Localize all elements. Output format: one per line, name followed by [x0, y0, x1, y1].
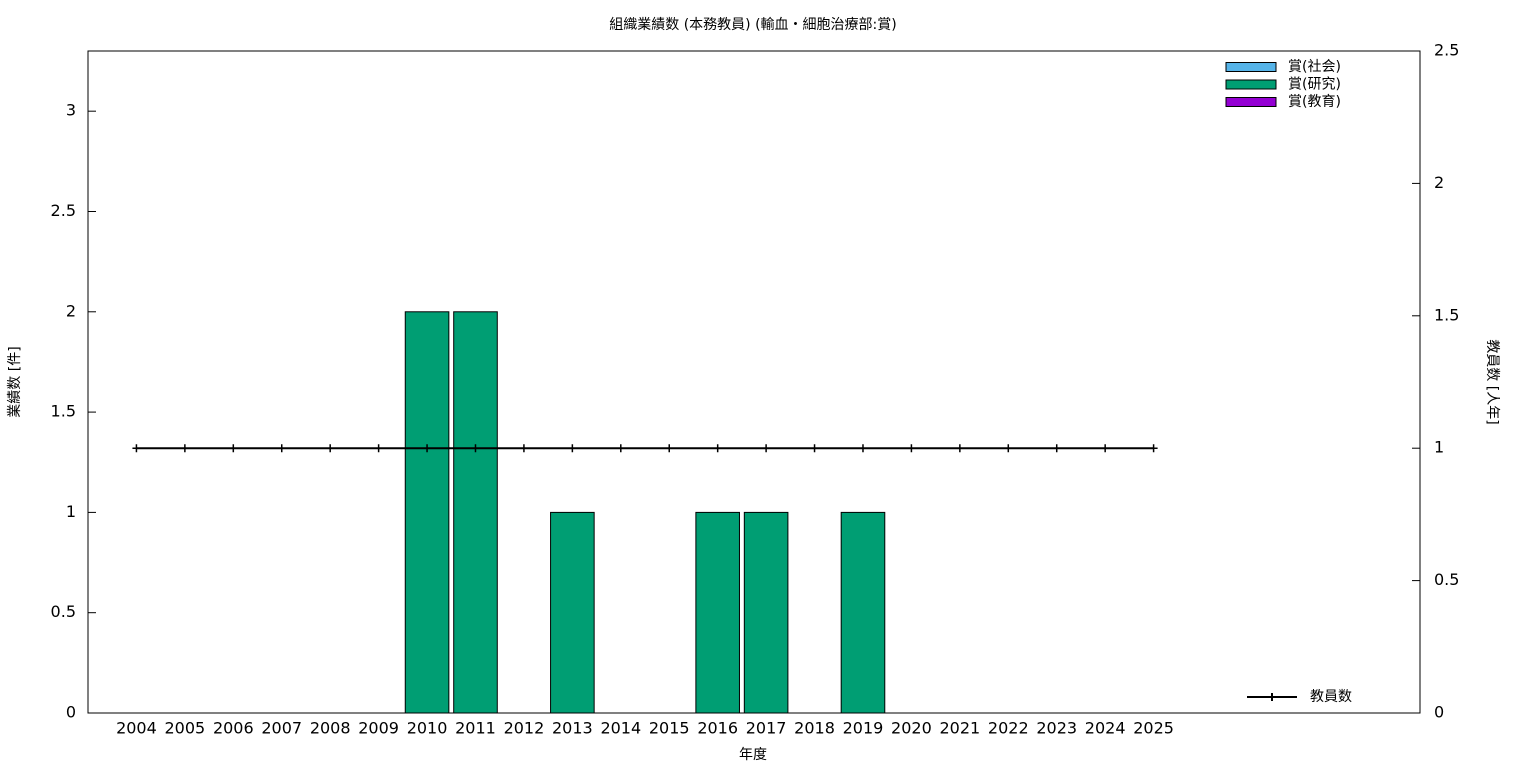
x-tick-label: 2017	[746, 719, 787, 738]
y-tick-label: 0	[66, 703, 76, 722]
y-tick-label: 1	[66, 502, 76, 521]
point-marker	[955, 444, 964, 453]
point-marker	[1052, 444, 1061, 453]
y2-tick-label: 2	[1434, 173, 1444, 192]
point-marker	[858, 444, 867, 453]
point-marker	[1149, 444, 1158, 453]
y2-tick-label: 2.5	[1434, 41, 1459, 60]
point-marker	[277, 444, 286, 453]
point-marker	[229, 444, 238, 453]
point-marker	[374, 444, 383, 453]
bar	[550, 511, 595, 714]
chart-title: 組織業績数 (本務教員) (輸血・細胞治療部:賞)	[609, 16, 896, 33]
point-marker	[1101, 444, 1110, 453]
legend-label: 賞(教育)	[1288, 94, 1341, 110]
x-tick-label: 2015	[649, 719, 690, 738]
x-tick-label: 2005	[165, 719, 206, 738]
point-marker	[132, 444, 141, 453]
y2-tick-label: 1	[1434, 438, 1444, 457]
x-tick-label: 2019	[843, 719, 884, 738]
point-marker	[326, 444, 335, 453]
y-tick-label: 3	[66, 101, 76, 120]
x-tick-label: 2013	[552, 719, 593, 738]
x-tick-label: 2023	[1036, 719, 1077, 738]
point-marker	[423, 444, 432, 453]
point-marker	[810, 444, 819, 453]
legend-swatch	[1225, 79, 1277, 90]
x-tick-label: 2009	[358, 719, 399, 738]
bar	[743, 511, 789, 714]
y-axis-label: 業績数 [件]	[7, 346, 23, 417]
point-marker	[907, 444, 916, 453]
x-tick-label: 2007	[261, 719, 302, 738]
bar	[453, 311, 498, 714]
x-tick-label: 2025	[1133, 719, 1174, 738]
x-tick-label: 2006	[213, 719, 254, 738]
x-tick-label: 2018	[794, 719, 835, 738]
point-marker	[665, 444, 674, 453]
point-marker	[471, 444, 480, 453]
legend-label: 教員数	[1310, 689, 1352, 705]
x-tick-label: 2016	[697, 719, 738, 738]
x-tick-label: 2020	[891, 719, 932, 738]
legend-swatch	[1225, 62, 1277, 72]
legend-label: 賞(社会)	[1288, 59, 1341, 75]
y-tick-label: 2	[66, 301, 76, 320]
x-tick-label: 2012	[504, 719, 545, 738]
legend-swatch	[1225, 97, 1277, 107]
y2-axis-label: 教員数 [人年]	[1484, 339, 1500, 424]
x-tick-label: 2022	[988, 719, 1029, 738]
x-tick-label: 2024	[1085, 719, 1126, 738]
bar	[404, 311, 450, 714]
legend-line	[1247, 693, 1297, 701]
point-marker	[762, 444, 771, 453]
point-marker	[713, 444, 722, 453]
bar	[840, 511, 886, 714]
x-tick-label: 2004	[116, 719, 157, 738]
y-tick-label: 0.5	[51, 602, 76, 621]
point-marker	[568, 444, 577, 453]
y2-tick-label: 1.5	[1434, 305, 1459, 324]
y2-tick-label: 0	[1434, 703, 1444, 722]
point-marker	[180, 444, 189, 453]
x-tick-label: 2010	[407, 719, 448, 738]
y-tick-label: 1.5	[51, 402, 76, 421]
legend-label: 賞(研究)	[1288, 77, 1341, 93]
x-tick-label: 2008	[310, 719, 351, 738]
x-tick-label: 2011	[455, 719, 496, 738]
x-tick-label: 2014	[600, 719, 641, 738]
x-axis-label: 年度	[739, 747, 767, 763]
point-marker	[519, 444, 528, 453]
bar	[695, 511, 740, 714]
x-tick-label: 2021	[939, 719, 980, 738]
point-marker	[616, 444, 625, 453]
y-tick-label: 2.5	[51, 201, 76, 220]
y2-tick-label: 0.5	[1434, 570, 1459, 589]
point-marker	[1004, 444, 1013, 453]
